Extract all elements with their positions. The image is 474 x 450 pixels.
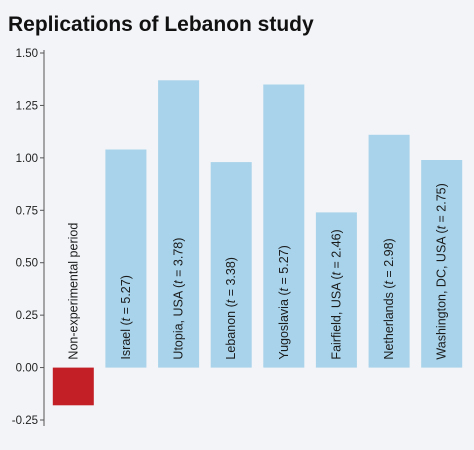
y-tick-label: 1.50 <box>16 48 38 60</box>
bar-label: Utopia, USA (t = 3.78) <box>172 238 186 360</box>
chart-title: Replications of Lebanon study <box>8 13 314 36</box>
bar-label: Israel (t = 5.27) <box>119 275 133 359</box>
bar-label: Washington, DC, USA (t = 2.75) <box>435 183 449 359</box>
y-tick-label: 0.25 <box>16 310 38 322</box>
bar <box>158 80 200 368</box>
bar-label: Lebanon (t = 3.38) <box>224 257 238 360</box>
y-tick-label: 0.50 <box>16 258 38 270</box>
bar <box>52 367 94 406</box>
bar-label: Netherlands (t = 2.98) <box>382 238 396 359</box>
bar-labels: Non-experimental period Israel (t = 5.27)… <box>66 183 448 359</box>
bar <box>368 134 410 368</box>
bar <box>263 84 305 368</box>
bar-label: Yugoslavia (t = 5.27) <box>277 245 291 359</box>
bar <box>421 160 463 368</box>
y-tick-label: 0.75 <box>16 205 38 217</box>
y-tick-label: -0.25 <box>12 415 38 427</box>
y-tick-label: 0.00 <box>16 363 38 375</box>
bar <box>315 212 357 368</box>
y-tick-label: 1.25 <box>16 100 38 112</box>
bars <box>52 80 463 406</box>
y-tick-label: 1.00 <box>16 153 38 165</box>
y-axis: 1.50 1.25 1.00 0.75 0.50 0.25 0.00 -0.25 <box>12 48 45 427</box>
bar <box>105 149 147 368</box>
bar <box>210 162 252 368</box>
bar-label: Fairfield, USA (t = 2.46) <box>329 229 343 359</box>
bar-label: Non-experimental period <box>66 223 80 360</box>
